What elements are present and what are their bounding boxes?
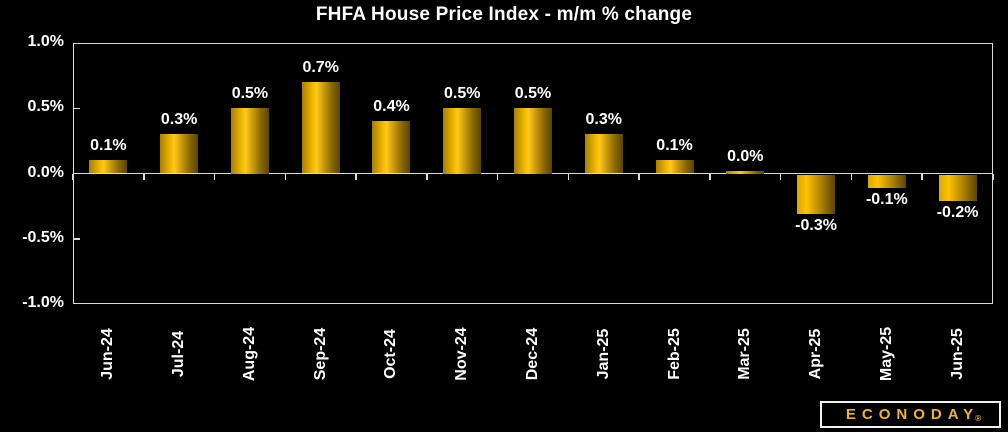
bar-may-25 bbox=[867, 175, 906, 189]
x-tick-label-jul-24: Jul-24 bbox=[170, 330, 188, 378]
value-label-apr-25: -0.3% bbox=[795, 216, 837, 234]
value-label-jan-25: 0.3% bbox=[585, 111, 622, 129]
x-tick bbox=[709, 173, 711, 180]
value-label-jul-24: 0.3% bbox=[160, 111, 198, 129]
value-label-nov-24: 0.5% bbox=[443, 85, 481, 103]
econoday-logo: ECONODAY ® bbox=[820, 401, 1001, 428]
y-tick-label: -0.5% bbox=[22, 228, 64, 246]
bar-sep-24 bbox=[301, 82, 340, 174]
x-tick-label-jun-25: Jun-25 bbox=[948, 328, 966, 380]
y-tick bbox=[73, 107, 80, 109]
bar-dec-24 bbox=[514, 108, 552, 174]
bar-jun-24 bbox=[89, 160, 128, 174]
x-tick-label-apr-25: Apr-25 bbox=[807, 328, 825, 380]
value-label-sep-24: 0.7% bbox=[302, 59, 339, 77]
bar-jan-25 bbox=[584, 134, 623, 174]
x-tick bbox=[143, 173, 145, 180]
x-tick-label-jun-24: Jun-24 bbox=[99, 328, 117, 380]
value-label-oct-24: 0.4% bbox=[373, 98, 410, 116]
chart-title: FHFA House Price Index - m/m % change bbox=[315, 4, 693, 25]
y-tick bbox=[73, 238, 80, 240]
y-tick-label: -1.0% bbox=[22, 294, 64, 311]
bar-jul-24 bbox=[160, 134, 199, 174]
x-tick bbox=[850, 173, 853, 180]
x-tick bbox=[284, 173, 287, 180]
bar-apr-25 bbox=[797, 175, 836, 215]
econoday-logo-text: ECONODAY bbox=[845, 406, 980, 423]
registered-trademark-icon: ® bbox=[975, 414, 982, 423]
x-tick bbox=[567, 173, 570, 180]
value-label-may-25: -0.1% bbox=[865, 190, 908, 208]
value-label-dec-24: 0.5% bbox=[514, 85, 552, 103]
value-label-mar-25: 0.0% bbox=[727, 147, 764, 165]
x-tick-label-nov-24: Nov-24 bbox=[453, 327, 471, 381]
y-tick-label: 0.0% bbox=[27, 163, 64, 181]
x-tick-label-dec-24: Dec-24 bbox=[524, 327, 541, 381]
x-tick-label-may-25: May-25 bbox=[877, 326, 895, 382]
x-tick-label-oct-24: Oct-24 bbox=[382, 329, 400, 379]
value-label-aug-24: 0.5% bbox=[231, 85, 269, 103]
x-tick bbox=[213, 173, 216, 180]
y-tick-label: 0.5% bbox=[27, 98, 64, 116]
x-tick bbox=[496, 173, 499, 180]
bar-mar-25 bbox=[726, 170, 765, 174]
x-tick-label-sep-24: Sep-24 bbox=[311, 327, 329, 381]
bar-aug-24 bbox=[230, 108, 269, 174]
value-label-feb-25: 0.1% bbox=[656, 137, 693, 155]
x-tick bbox=[992, 173, 994, 180]
value-label-jun-25: -0.2% bbox=[936, 203, 979, 221]
x-tick bbox=[355, 173, 357, 180]
x-tick-label-aug-24: Aug-24 bbox=[240, 326, 258, 382]
x-tick-label-feb-25: Feb-25 bbox=[665, 328, 683, 380]
x-tick bbox=[638, 173, 640, 180]
bar-nov-24 bbox=[443, 108, 482, 174]
value-label-jun-24: 0.1% bbox=[90, 137, 127, 155]
x-tick-label-jan-25: Jan-25 bbox=[594, 328, 612, 380]
x-tick bbox=[72, 173, 74, 180]
x-tick-label-mar-25: Mar-25 bbox=[736, 328, 754, 380]
bar-oct-24 bbox=[372, 121, 411, 174]
bar-feb-25 bbox=[655, 160, 694, 174]
x-tick bbox=[779, 173, 782, 180]
x-tick bbox=[426, 173, 428, 180]
y-tick-label: 1.0% bbox=[27, 33, 64, 50]
bar-jun-25 bbox=[938, 175, 977, 202]
x-tick bbox=[921, 173, 923, 180]
